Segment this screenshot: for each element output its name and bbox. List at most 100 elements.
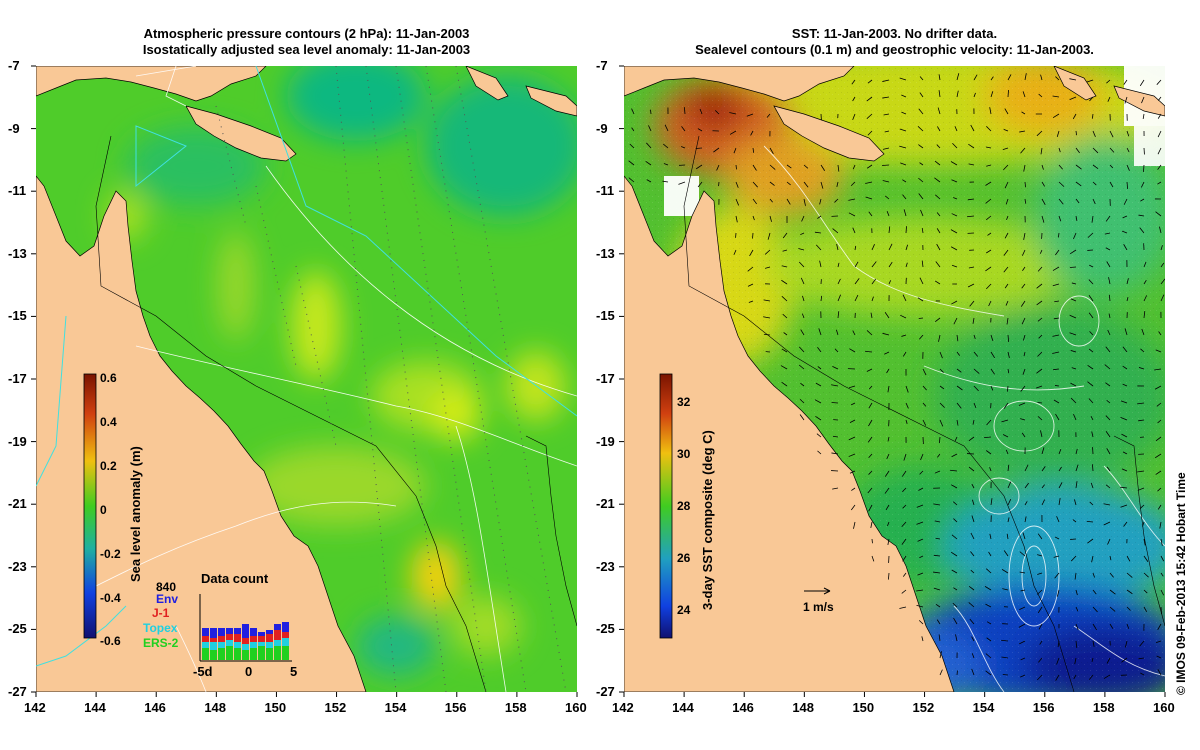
velocity-vector — [1109, 589, 1116, 595]
velocity-vector — [1056, 657, 1060, 665]
velocity-vector — [919, 277, 924, 285]
velocity-vector — [1088, 279, 1094, 285]
lon-label-left: 150 — [264, 700, 287, 715]
velocity-vector — [865, 196, 873, 200]
velocity-vector — [1069, 332, 1077, 336]
velocity-vector — [1109, 181, 1114, 188]
histogram-bar — [266, 642, 273, 648]
velocity-vector — [1156, 402, 1162, 407]
velocity-vector — [780, 365, 788, 370]
velocity-vector — [884, 487, 890, 494]
velocity-vector — [1024, 516, 1027, 523]
velocity-vector — [985, 266, 992, 272]
velocity-vector — [884, 312, 890, 319]
velocity-vector — [767, 232, 771, 240]
velocity-vector — [1058, 147, 1061, 153]
velocity-vector — [989, 107, 992, 115]
velocity-vector — [956, 73, 960, 81]
velocity-vector — [918, 193, 924, 200]
histogram-bar — [250, 636, 257, 642]
velocity-vector — [956, 90, 959, 98]
velocity-vector — [1004, 181, 1009, 189]
velocity-vector — [952, 602, 958, 608]
velocity-vector — [972, 317, 975, 324]
velocity-vector — [1103, 674, 1111, 679]
velocity-vector — [1018, 623, 1026, 628]
velocity-vector — [800, 277, 805, 285]
velocity-vector — [986, 164, 992, 167]
velocity-vector — [919, 92, 924, 98]
velocity-vector — [972, 419, 975, 425]
velocity-vector — [935, 604, 941, 608]
velocity-vector — [1126, 572, 1133, 578]
velocity-vector — [1053, 317, 1060, 320]
velocity-vector — [746, 113, 754, 117]
sst-cbar-tick-3: 26 — [677, 551, 691, 565]
velocity-vector — [1157, 113, 1162, 119]
data-count-histogram — [199, 594, 292, 662]
velocity-vector — [921, 636, 924, 642]
velocity-vector — [782, 313, 788, 319]
velocity-vector — [837, 262, 840, 268]
velocity-vector — [1137, 470, 1145, 473]
velocity-vector — [867, 130, 873, 136]
velocity-vector — [968, 143, 975, 149]
velocity-vector — [852, 330, 856, 336]
velocity-vector — [752, 181, 758, 188]
histogram-bar — [234, 628, 241, 634]
velocity-vector — [1160, 555, 1165, 562]
velocity-vector — [902, 572, 907, 577]
velocity-vector — [1004, 232, 1009, 239]
velocity-vector — [1040, 430, 1043, 438]
velocity-vector — [816, 433, 822, 438]
velocity-vector — [1019, 571, 1026, 574]
velocity-vector — [1018, 402, 1026, 406]
sst-cbar-tick-0: 32 — [677, 395, 691, 409]
velocity-vector — [800, 329, 805, 336]
lon-label-right: 156 — [1032, 700, 1055, 715]
pressure-contours — [95, 66, 577, 692]
velocity-scale-label: 1 m/s — [803, 600, 834, 614]
velocity-vector — [1109, 572, 1114, 578]
velocity-vector — [848, 453, 856, 457]
velocity-vector — [990, 91, 994, 98]
velocity-vector — [953, 518, 958, 523]
velocity-vector — [918, 177, 924, 183]
velocity-vector — [781, 265, 788, 268]
velocity-vector — [1143, 572, 1149, 578]
velocity-vector — [919, 162, 924, 166]
velocity-vector — [645, 160, 652, 166]
velocity-vector — [832, 228, 839, 234]
velocity-vector — [951, 300, 958, 305]
histogram-bar — [242, 624, 249, 638]
velocity-vector — [1071, 282, 1077, 285]
lat-label-right: -21 — [596, 496, 615, 512]
lat-label-left: -17 — [8, 371, 27, 386]
velocity-vector — [950, 229, 958, 234]
velocity-vector — [715, 110, 720, 115]
velocity-vector — [1157, 147, 1162, 155]
velocity-vector — [1106, 657, 1111, 664]
velocity-vector — [905, 226, 907, 234]
velocity-vector — [902, 351, 907, 357]
velocity-vector — [1039, 640, 1043, 645]
velocity-vector — [1041, 181, 1046, 187]
velocity-vector — [1140, 198, 1145, 202]
velocity-vector — [853, 521, 856, 529]
velocity-vector — [1154, 385, 1162, 390]
velocity-vector — [1157, 96, 1162, 101]
velocity-vector — [815, 416, 822, 421]
lat-label-left: -7 — [8, 58, 20, 73]
velocity-vector — [934, 177, 941, 183]
velocity-vector — [1003, 550, 1009, 557]
histogram-bar — [282, 638, 289, 646]
velocity-vector — [1143, 589, 1148, 594]
velocity-vector — [916, 521, 924, 525]
lat-label-left: -19 — [8, 433, 27, 449]
velocity-vector — [1020, 674, 1026, 678]
velocity-vector — [1007, 351, 1010, 359]
velocity-vector — [920, 209, 924, 217]
lon-label-left: 146 — [144, 700, 166, 715]
velocity-vector — [848, 212, 856, 217]
lat-label-left: -15 — [8, 308, 27, 324]
